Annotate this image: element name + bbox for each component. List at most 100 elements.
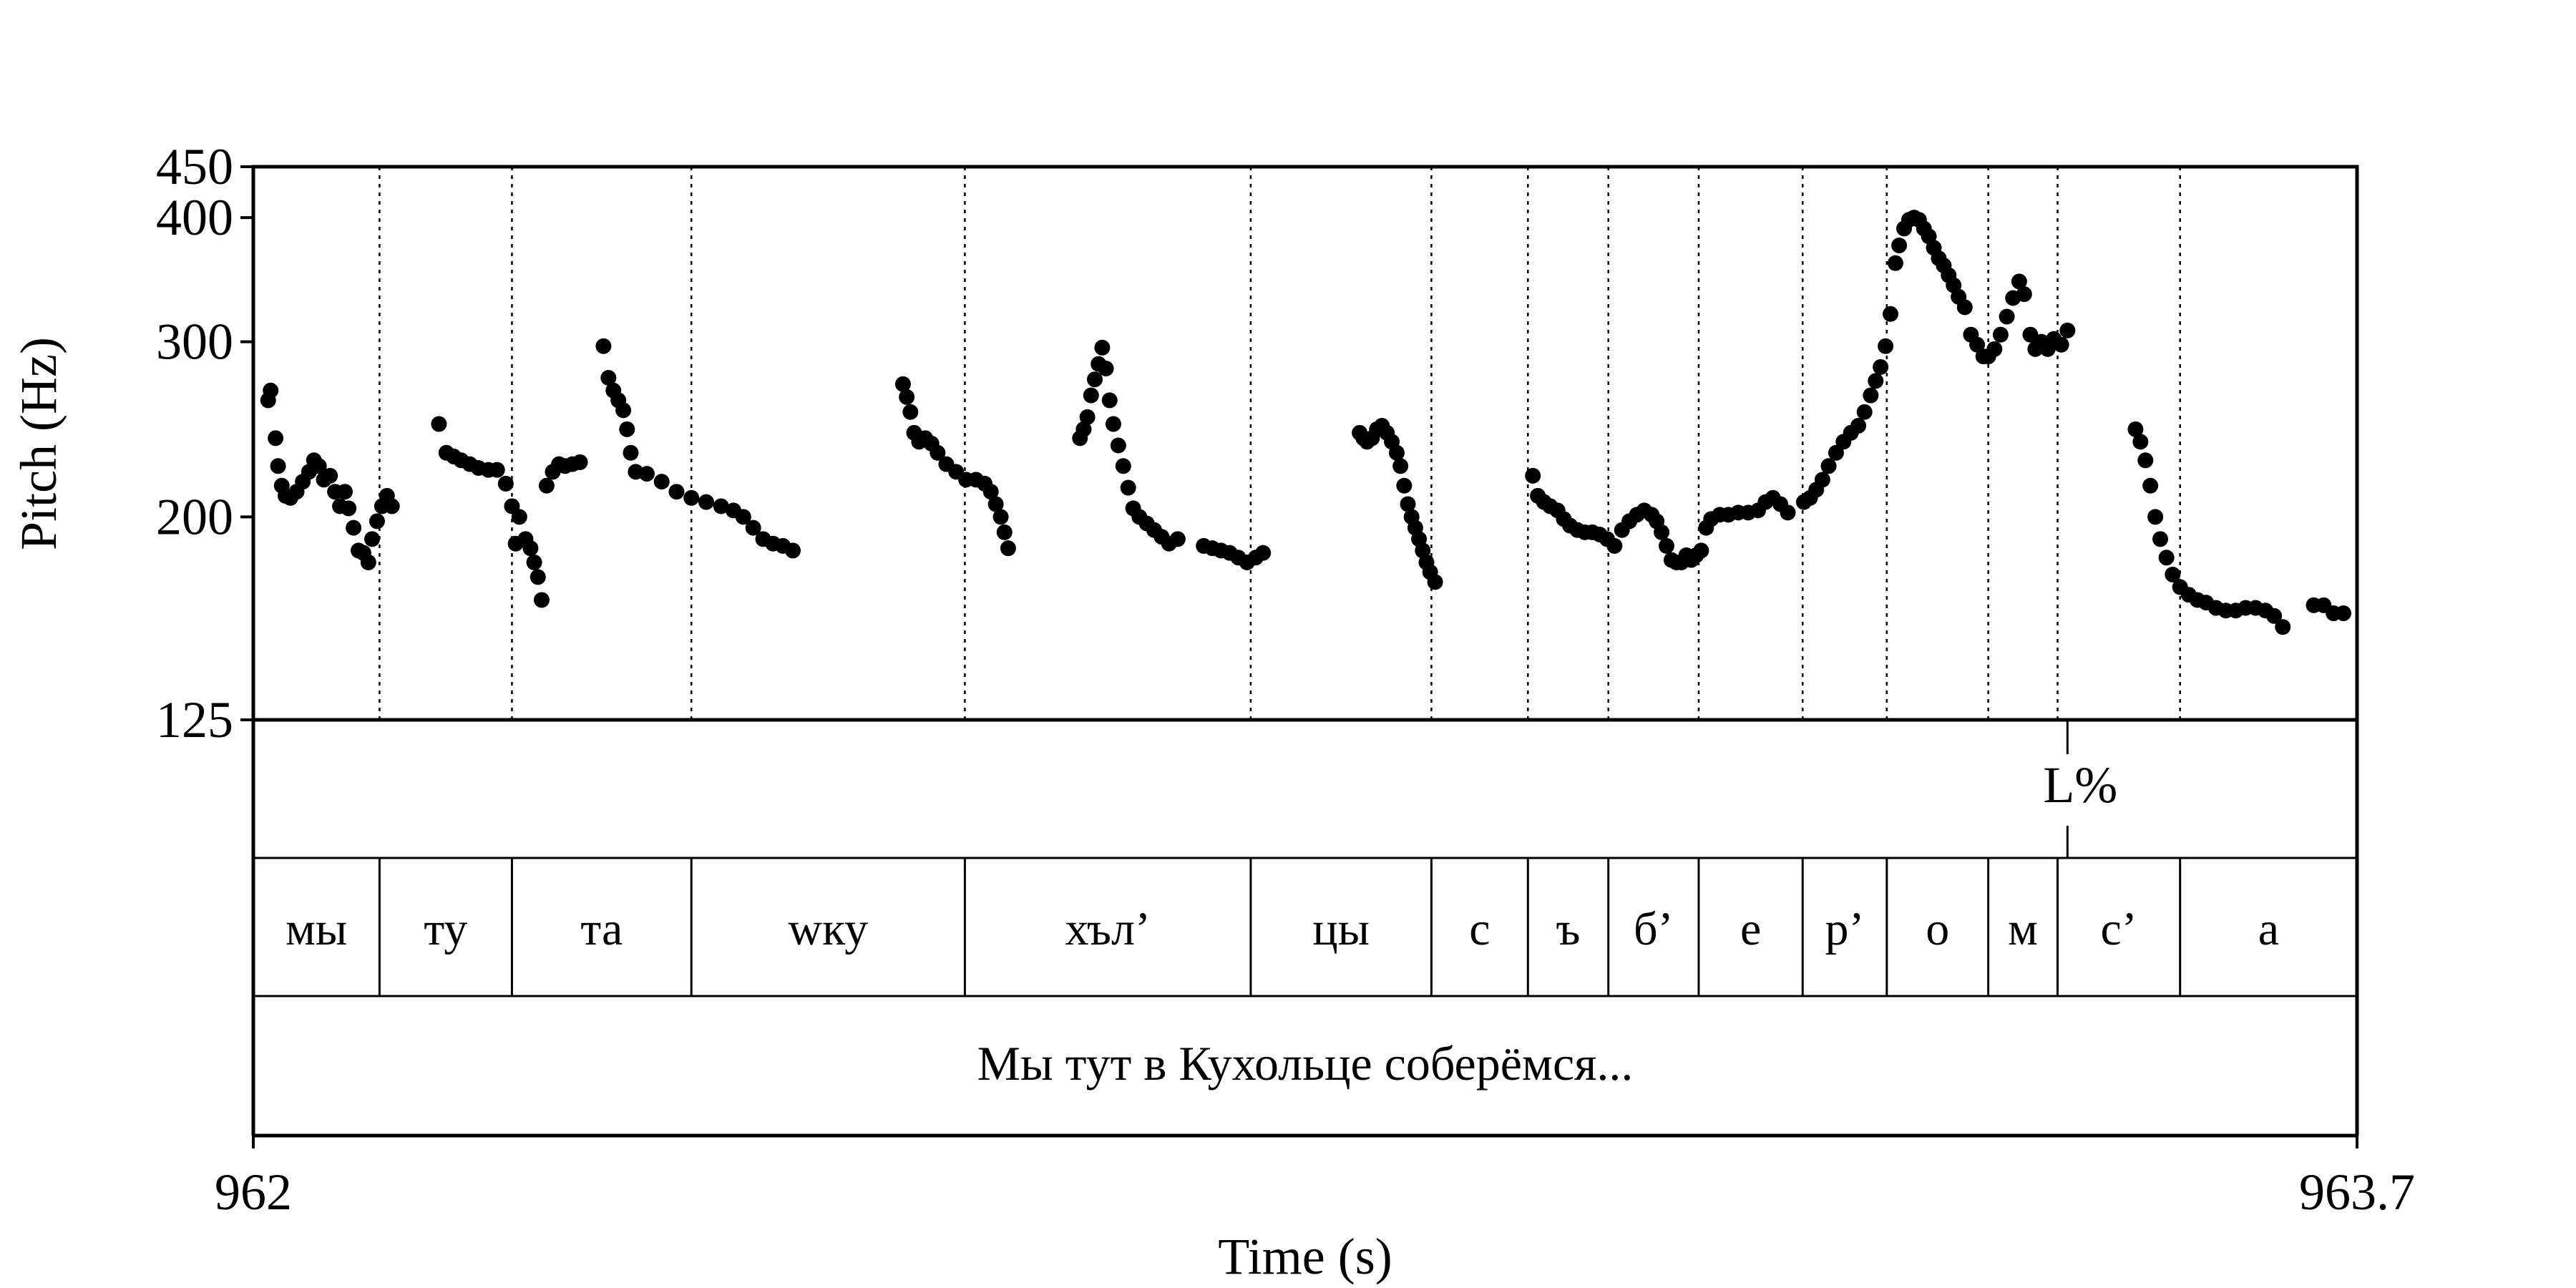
pitch-point bbox=[668, 484, 685, 500]
pitch-point bbox=[526, 554, 542, 570]
pitch-point bbox=[902, 404, 919, 420]
pitch-point bbox=[1891, 238, 1908, 254]
pitch-point bbox=[1780, 504, 1796, 521]
pitch-point bbox=[497, 475, 514, 492]
y-tick-label: 125 bbox=[156, 691, 233, 748]
pitch-point bbox=[1887, 255, 1903, 271]
segment-label: о bbox=[1926, 903, 1949, 955]
pitch-point bbox=[894, 376, 911, 392]
y-tick-label: 300 bbox=[156, 313, 233, 371]
pitch-point bbox=[745, 519, 761, 536]
pitch-point bbox=[1087, 371, 1103, 388]
pitch-point bbox=[1075, 421, 1092, 437]
pitch-point bbox=[1115, 458, 1131, 474]
pitch-point bbox=[2011, 273, 2027, 290]
segment-label: ъ bbox=[1556, 903, 1580, 955]
pitch-point bbox=[2132, 434, 2149, 450]
pitch-point bbox=[489, 462, 505, 478]
pitch-point bbox=[336, 484, 353, 500]
pitch-point bbox=[595, 338, 612, 354]
segment-tier: мы ту та wку хъл’ цы с ъ б’ е р’ о м с’ а bbox=[286, 903, 2279, 955]
pitch-point bbox=[735, 509, 751, 525]
pitch-point bbox=[1693, 542, 1709, 559]
pitch-point bbox=[1999, 308, 2015, 325]
pitch-point bbox=[1873, 358, 1889, 375]
pitch-point bbox=[619, 421, 635, 437]
pitch-point bbox=[2335, 605, 2351, 622]
pitch-point bbox=[322, 467, 338, 484]
pitch-point bbox=[1094, 339, 1111, 356]
pitch-point bbox=[1654, 524, 1670, 540]
pitch-point bbox=[572, 454, 588, 470]
pitch-point bbox=[1820, 458, 1837, 474]
pitch-point bbox=[1606, 537, 1623, 554]
pitch-point bbox=[1105, 416, 1121, 432]
pitch-point bbox=[899, 389, 915, 405]
pitch-point bbox=[341, 500, 357, 517]
pitch-point bbox=[522, 540, 539, 557]
pitch-point bbox=[2053, 336, 2069, 353]
pitch-point bbox=[785, 542, 801, 559]
pitch-point bbox=[2059, 322, 2076, 338]
pitch-point bbox=[1956, 299, 1973, 316]
pitch-point bbox=[1883, 306, 1899, 322]
pitch-point bbox=[268, 430, 284, 447]
pitch-point bbox=[2142, 477, 2159, 494]
pitch-point bbox=[653, 474, 670, 490]
segment-label: мы bbox=[286, 903, 347, 955]
pitch-point bbox=[1415, 542, 1431, 559]
pitch-point bbox=[1400, 496, 1416, 512]
pitch-point bbox=[311, 458, 327, 474]
pitch-point bbox=[1101, 392, 1118, 409]
pitch-point bbox=[2127, 421, 2144, 437]
pitch-point bbox=[982, 484, 999, 500]
pitch-point bbox=[1658, 537, 1674, 554]
pitch-point bbox=[1396, 477, 1413, 494]
pitch-point bbox=[1878, 338, 1894, 354]
y-axis-label: Pitch (Hz) bbox=[10, 337, 67, 550]
pitch-point bbox=[1255, 545, 1272, 561]
segment-label: ту bbox=[424, 903, 467, 955]
pitch-point bbox=[1427, 574, 1443, 590]
pitch-point bbox=[1814, 472, 1830, 488]
pitch-point bbox=[1969, 336, 1986, 353]
pitch-point bbox=[384, 498, 400, 514]
pitch-point bbox=[2266, 608, 2283, 624]
pitch-point bbox=[1525, 467, 1541, 484]
pitch-point bbox=[1863, 387, 1879, 404]
x-axis-label: Time (s) bbox=[1218, 1228, 1392, 1285]
pitch-point bbox=[364, 531, 381, 547]
pitch-point bbox=[1856, 404, 1873, 420]
pitch-point bbox=[996, 524, 1013, 540]
pitch-point bbox=[1388, 444, 1405, 461]
pitch-point bbox=[2022, 326, 2039, 343]
pitch-point bbox=[600, 370, 617, 386]
pitch-point bbox=[2152, 531, 2169, 547]
pitch-point bbox=[1986, 341, 2003, 357]
pitch-point bbox=[346, 519, 362, 536]
pitch-point bbox=[623, 444, 639, 461]
segment-label: е bbox=[1740, 903, 1761, 955]
pitch-point bbox=[530, 569, 546, 585]
pitch-point bbox=[2275, 619, 2291, 635]
pitch-point bbox=[992, 509, 1009, 525]
sentence-label: Мы тут в Кухольце соберёмся... bbox=[977, 1036, 1634, 1091]
pitch-point bbox=[2158, 550, 2175, 566]
sentence-tier: Мы тут в Кухольце соберёмся... bbox=[977, 1036, 1634, 1091]
pitch-point bbox=[713, 498, 729, 514]
pitch-point bbox=[615, 402, 632, 419]
segment-label: м bbox=[2008, 903, 2038, 955]
pitch-point bbox=[369, 513, 385, 530]
pitch-point bbox=[1098, 361, 1114, 377]
segment-label: с bbox=[1469, 903, 1490, 955]
segment-label: р’ bbox=[1825, 903, 1865, 955]
y-tick-label: 200 bbox=[156, 488, 233, 545]
pitch-point bbox=[2147, 509, 2164, 525]
segment-label: с’ bbox=[2100, 903, 2137, 955]
pitch-point bbox=[270, 458, 286, 474]
pitch-point bbox=[538, 477, 555, 494]
pitch-point bbox=[1392, 458, 1409, 474]
